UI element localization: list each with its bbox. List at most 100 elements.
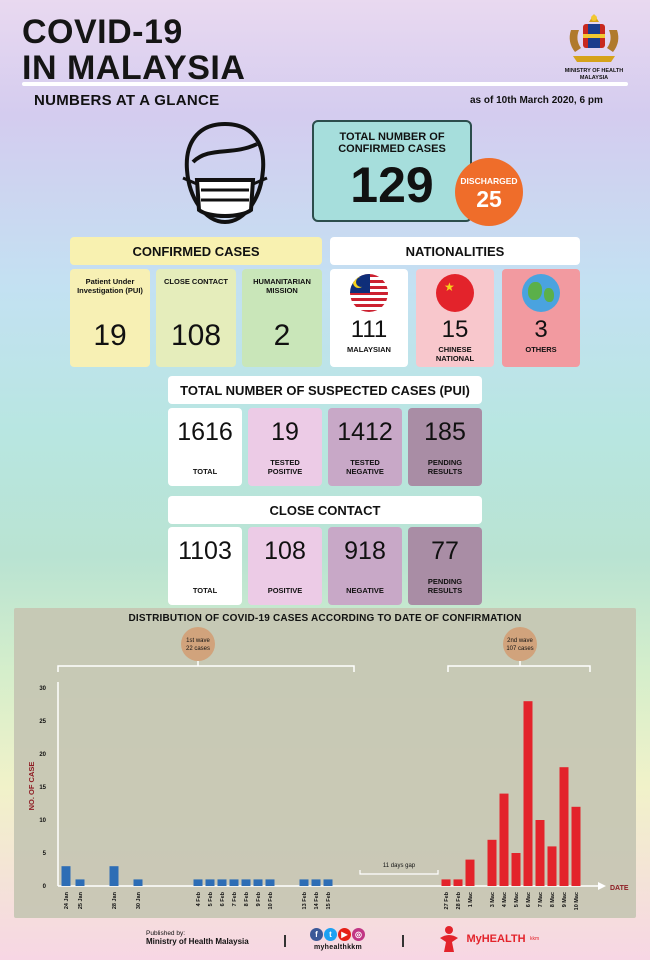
x-tick-label: 6 Mac: [526, 892, 532, 907]
y-tick-label: 30: [39, 686, 46, 692]
cases-bar-chart: 0 5 10 15 20 25 30 NO. OF CASE DATE 24 Jan 25 Jan 2…: [27, 627, 629, 910]
nationality-chinese-label: CHINESE NATIONAL: [435, 345, 475, 363]
facebook-icon[interactable]: f: [310, 928, 323, 941]
suspected-negative-card: 1412 TESTED NEGATIVE: [328, 408, 402, 486]
suspected-pending-card: 185 PENDING RESULTS: [408, 408, 482, 486]
suspected-positive-card: 19 TESTED POSITIVE: [248, 408, 322, 486]
close-contact-header: CLOSE CONTACT: [168, 496, 482, 524]
confirmed-close-contact-value: 108: [170, 319, 222, 352]
published-by: Published by: Ministry of Health Malaysi…: [146, 930, 249, 947]
first-wave-bar-13-feb: [299, 879, 309, 886]
x-axis-label: DATE: [610, 885, 629, 892]
publisher-name: Ministry of Health Malaysia: [146, 937, 249, 946]
total-confirmed-card: TOTAL NUMBER OF CONFIRMED CASES 129: [312, 120, 472, 222]
confirmed-humanitarian-label: HUMANITARIAN MISSION: [253, 277, 311, 295]
suspected-total-value: 1616: [177, 418, 233, 446]
myhealth-logo: MyHEALTH kkm: [436, 924, 539, 954]
first-wave-bar-30-jan: [133, 879, 143, 886]
first-wave-bar-9-feb: [253, 879, 263, 886]
x-tick-label: 7 Feb: [232, 891, 238, 906]
suspected-positive-value: 19: [271, 418, 299, 446]
confirmed-pui-value: 19: [93, 319, 127, 352]
x-tick-label: 1 Mac: [468, 892, 474, 907]
first-wave-bar-24-jan: [61, 866, 71, 886]
published-by-label: Published by:: [146, 930, 186, 937]
suspected-total-card: 1616 TOTAL: [168, 408, 242, 486]
ministry-line-1: MINISTRY OF HEALTH: [564, 68, 624, 74]
first-wave-annotation: [181, 627, 215, 661]
suspected-pending-label: PENDING RESULTS: [427, 458, 463, 476]
first-wave-bar-14-feb: [311, 879, 321, 886]
y-tick-label: 15: [39, 785, 46, 791]
close-contact-total-label: TOTAL: [192, 586, 218, 595]
second-wave-bracket: [447, 665, 591, 672]
myhealth-brand-sub: kkm: [529, 936, 540, 942]
gap-annotation: 11 days gap: [383, 863, 416, 869]
close-contact-positive-value: 108: [264, 537, 306, 565]
x-tick-label: 4 Feb: [196, 891, 202, 906]
confirmed-pui-label: Patient Under Investigation (PUI): [77, 277, 143, 295]
second-wave-bar-9-mac: [559, 767, 569, 886]
close-contact-positive-label: POSITIVE: [267, 586, 303, 595]
first-wave-bar-15-feb: [323, 879, 333, 886]
suspected-negative-value: 1412: [337, 418, 393, 446]
youtube-icon[interactable]: ▶: [338, 928, 351, 941]
first-wave-bar-25-jan: [75, 879, 85, 886]
social-handle[interactable]: myhealthkkm: [313, 944, 363, 951]
myhealth-brand: MyHEALTH: [466, 933, 526, 945]
x-tick-label: 25 Jan: [78, 891, 84, 909]
discharged-label: DISCHARGED: [460, 176, 518, 186]
suspected-pending-value: 185: [424, 418, 466, 446]
x-tick-label: 10 Mac: [574, 892, 580, 910]
x-tick-label: 6 Feb: [220, 891, 226, 906]
x-tick-label: 9 Mac: [562, 892, 568, 907]
first-wave-annotation-line1: 1st wave: [186, 638, 210, 644]
first-wave-annotation-line2: 22 cases: [186, 646, 210, 652]
x-tick-label: 8 Mac: [550, 892, 556, 907]
first-wave-bar-5-feb: [205, 879, 215, 886]
x-tick-label: 3 Mac: [490, 892, 496, 907]
confirmed-close-contact-card: CLOSE CONTACT 108: [156, 269, 236, 367]
second-wave-bar-1-mac: [465, 859, 475, 886]
suspected-total-label: TOTAL: [192, 467, 218, 476]
nationality-others-card: 3 OTHERS: [502, 269, 580, 367]
close-contact-pending-label: PENDING RESULTS: [427, 577, 463, 595]
x-tick-label: 8 Feb: [244, 891, 250, 906]
confirmed-humanitarian-card: HUMANITARIAN MISSION 2: [242, 269, 322, 367]
second-wave-bar-27-feb: [441, 879, 451, 886]
close-contact-negative-card: 918 NEGATIVE: [328, 527, 402, 605]
close-contact-pending-card: 77 PENDING RESULTS: [408, 527, 482, 605]
title-line-1: COVID-19: [22, 13, 183, 51]
second-wave-bar-3-mac: [487, 839, 497, 886]
nationality-others-value: 3: [534, 316, 548, 343]
y-tick-label: 0: [43, 884, 47, 890]
first-wave-bracket: [57, 665, 355, 672]
twitter-icon[interactable]: t: [324, 928, 337, 941]
nationality-malaysian-label: MALAYSIAN: [347, 345, 391, 354]
ministry-line-2: MALAYSIA: [579, 75, 609, 81]
page-subtitle: NUMBERS AT A GLANCE: [34, 92, 220, 109]
y-tick-label: 25: [39, 719, 46, 725]
instagram-icon[interactable]: ◎: [352, 928, 365, 941]
malaysia-flag-icon: [350, 274, 388, 312]
close-contact-negative-label: NEGATIVE: [346, 586, 384, 595]
x-tick-label: 27 Feb: [444, 891, 450, 909]
close-contact-total-value: 1103: [178, 537, 232, 565]
nationalities-header: NATIONALITIES: [330, 237, 580, 265]
second-wave-bar-4-mac: [499, 793, 509, 886]
x-tick-label: 5 Feb: [208, 891, 214, 906]
x-tick-label: 28 Jan: [112, 891, 118, 909]
face-mask-icon: [182, 121, 268, 225]
confirmed-pui-card: Patient Under Investigation (PUI) 19: [70, 269, 150, 367]
suspected-cases-header: TOTAL NUMBER OF SUSPECTED CASES (PUI): [168, 376, 482, 404]
footer-separator: [284, 935, 286, 947]
footer-separator-2: [402, 935, 404, 947]
total-confirmed-value: 129: [350, 157, 434, 213]
globe-icon: [522, 274, 560, 312]
confirmed-humanitarian-value: 2: [273, 319, 291, 352]
second-wave-bar-5-mac: [511, 853, 521, 886]
x-tick-label: 28 Feb: [456, 891, 462, 909]
second-wave-annotation-line1: 2nd wave: [507, 638, 533, 644]
x-axis-arrow-icon: [598, 882, 606, 890]
y-axis-label: NO. OF CASE: [27, 762, 36, 811]
